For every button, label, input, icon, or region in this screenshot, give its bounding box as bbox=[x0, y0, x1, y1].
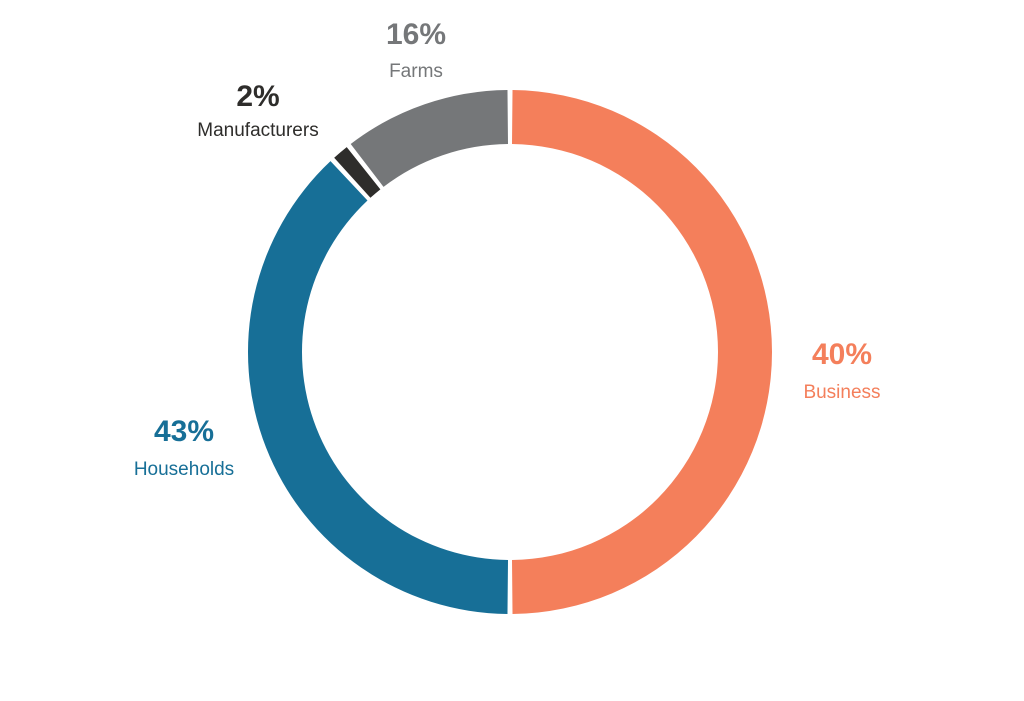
slice-business bbox=[511, 90, 773, 614]
slice-farms bbox=[350, 90, 509, 187]
donut-slices bbox=[247, 90, 773, 614]
value-label-business: 40% bbox=[812, 338, 872, 371]
slice-households bbox=[247, 161, 509, 614]
value-label-households: 43% bbox=[154, 415, 214, 448]
slice-labels: 40% Business 43% Households 2% Manufacturers 1… bbox=[134, 18, 881, 480]
category-label-households: Households bbox=[134, 459, 234, 480]
category-label-business: Business bbox=[803, 382, 880, 403]
category-label-manufacturers: Manufacturers bbox=[197, 120, 318, 141]
category-label-farms: Farms bbox=[389, 61, 443, 82]
slice-manufacturers bbox=[334, 147, 381, 198]
value-label-manufacturers: 2% bbox=[236, 80, 279, 113]
value-label-farms: 16% bbox=[386, 18, 446, 51]
